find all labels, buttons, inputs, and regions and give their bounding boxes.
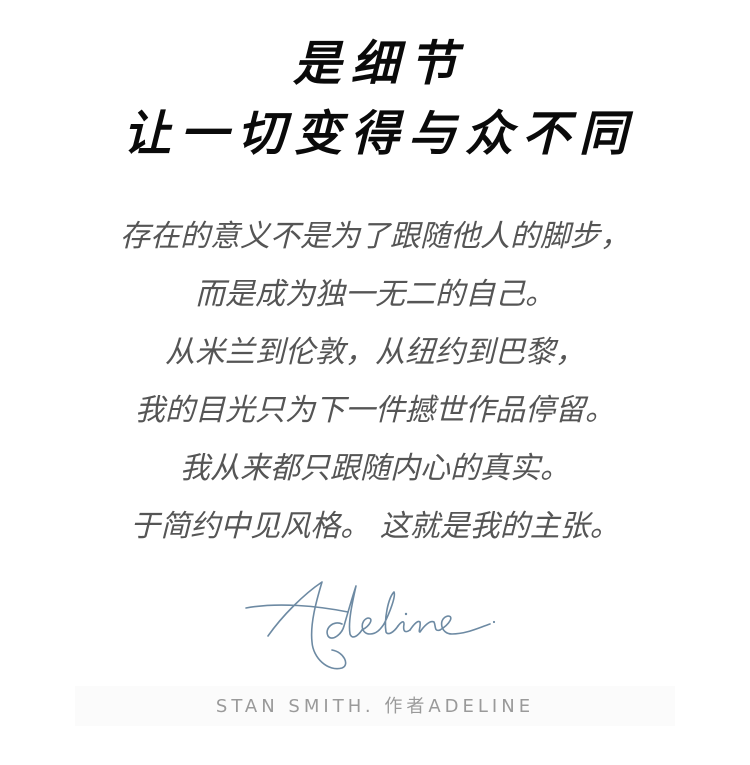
body-line: 从米兰到伦敦，从纽约到巴黎， — [165, 335, 585, 370]
headline-line-2: 让一切变得与众不同 — [122, 106, 636, 162]
signature-icon: Adeline — [245, 581, 496, 670]
body-paragraph: 存在的意义不是为了跟随他人的脚步， 而是成为独一无二的自己。 从米兰到伦敦，从纽… — [0, 208, 750, 556]
author-credit: STAN SMITH. 作者ADELINE — [215, 696, 535, 717]
body-line: 而是成为独一无二的自己。 — [195, 277, 555, 312]
body-line: 于简约中见风格。 这就是我的主张。 — [130, 509, 620, 544]
body-line: 我从来都只跟随内心的真实。 — [180, 451, 570, 486]
body-line: 我的目光只为下一件撼世作品停留。 — [135, 393, 615, 428]
headline-line-1: 是细节 — [292, 36, 467, 92]
credit-band — [75, 686, 675, 726]
body-line: 存在的意义不是为了跟随他人的脚步， — [120, 219, 630, 254]
